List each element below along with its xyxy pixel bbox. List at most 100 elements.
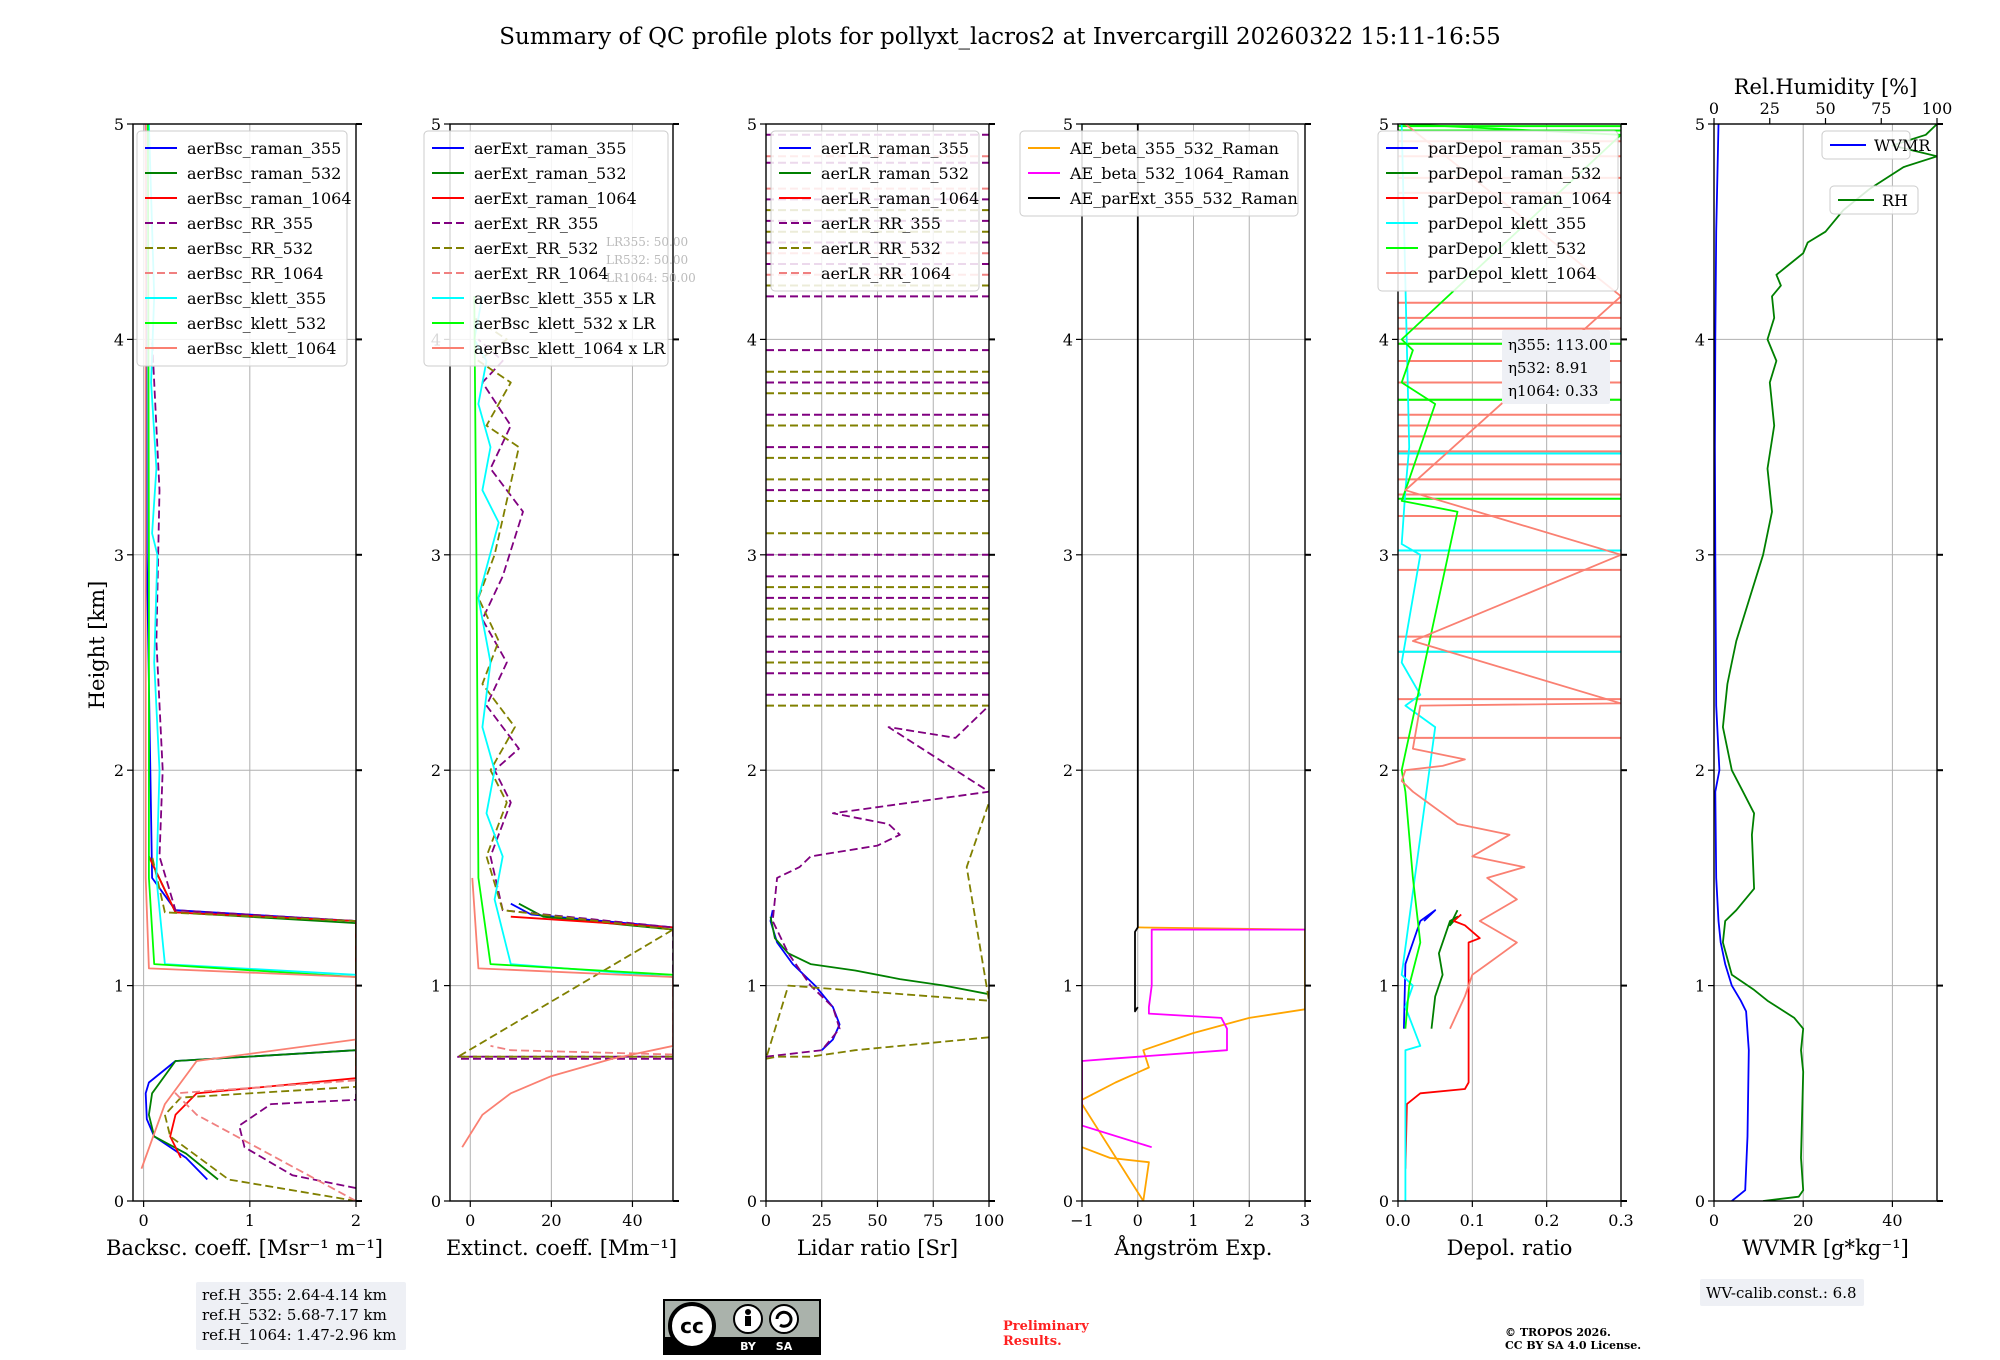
y-tick-label: 5: [1379, 115, 1389, 134]
legend-label: aerBsc_raman_355: [187, 139, 341, 158]
eta-box: [1502, 330, 1610, 404]
legend-label: aerBsc_RR_532: [187, 239, 313, 258]
legend-label: aerExt_RR_532: [474, 239, 598, 258]
plot-area-wv: [1714, 124, 1937, 1201]
legend-label: parDepol_raman_355: [1428, 139, 1601, 158]
legend-label: aerLR_RR_355: [821, 214, 941, 233]
x-tick-label: 40: [622, 1211, 642, 1230]
series-line-AE_beta_355_532_Raman: [1082, 926, 1305, 1201]
legend-label: aerLR_raman_355: [821, 139, 969, 158]
y-tick-label: 0: [114, 1192, 124, 1211]
lr-annotation: LR532: 50.00: [606, 253, 688, 267]
legend-wv: WVMR RH: [1821, 130, 1931, 215]
ref-h-355: ref.H_355: 2.64-4.14 km: [202, 1286, 387, 1304]
panel-lr: 0 25 50 75 100 0 1 2 3 4 5 Lidar ratio [Sr] aerLR_ra…: [747, 115, 1004, 1260]
x-tick-label: 0: [1709, 1211, 1719, 1230]
x-tick-label: 50: [867, 1211, 887, 1230]
x-tick-label: 0.2: [1534, 1211, 1559, 1230]
legend-label: parDepol_klett_532: [1428, 239, 1586, 258]
x-axis-label: Lidar ratio [Sr]: [797, 1236, 958, 1260]
y-tick-label: 2: [114, 761, 124, 780]
legend-label: aerLR_raman_1064: [821, 189, 979, 208]
top-tick-label: 100: [1922, 99, 1953, 118]
series-line-parDepol_klett_532: [1400, 124, 1621, 1029]
x-axis-label: Depol. ratio: [1447, 1236, 1573, 1260]
axes-frame: [1081, 123, 1306, 1202]
x-tick-label: 0.3: [1608, 1211, 1633, 1230]
legend-label: aerExt_raman_1064: [474, 189, 637, 208]
series-line-parDepol_raman_1064: [1404, 913, 1481, 1169]
y-tick-label: 0: [1063, 1192, 1073, 1211]
panel-ext: 02040012345Extinct. coeff. [Mm⁻¹]aerExt_…: [423, 115, 696, 1260]
legend-label: aerBsc_klett_532 x LR: [474, 314, 656, 333]
copyright-line1: © TROPOS 2026.: [1505, 1326, 1611, 1339]
y-tick-label: 3: [1695, 546, 1705, 565]
y-tick-label: 2: [1063, 761, 1073, 780]
panel-depol: 0.0 0.1 0.2 0.3 0 1 2 3 4 5 Depol. ratio parDepol_r…: [1377, 115, 1634, 1260]
series-line-parDepol_raman_532: [1430, 909, 1459, 1029]
series-line-aerBsc_klett_1064 x LR: [461, 877, 673, 1148]
y-tick-label: 3: [1063, 546, 1073, 565]
x-tick-label: 100: [974, 1211, 1005, 1230]
cc-by-label: BY: [740, 1340, 757, 1353]
y-tick-label: 1: [1063, 977, 1073, 996]
series-line-aerBsc_klett_355 x LR: [473, 296, 673, 978]
x-tick-label: 25: [812, 1211, 832, 1230]
legend-label: aerBsc_raman_1064: [187, 189, 352, 208]
series-line-aerLR_RR_532: [766, 802, 989, 1060]
x-tick-label: 3: [1300, 1211, 1310, 1230]
y-tick-label: 2: [431, 761, 441, 780]
y-tick-label: 0: [431, 1192, 441, 1211]
plot-area-ext: [457, 296, 673, 1148]
preliminary-line2: Results.: [1003, 1334, 1062, 1349]
legend-label: aerBsc_klett_355 x LR: [474, 289, 656, 308]
x-tick-label: 0: [1133, 1211, 1143, 1230]
axes-frame: [449, 123, 674, 1202]
x-tick-label: 0: [761, 1211, 771, 1230]
legend-label: aerLR_RR_532: [821, 239, 941, 258]
series-line-aerExt_RR_532: [457, 317, 673, 1058]
top-tick-label: 0: [1709, 99, 1719, 118]
x-tick-label: 0.1: [1460, 1211, 1485, 1230]
wv-calib-text: WV-calib.const.: 6.8: [1706, 1284, 1857, 1302]
legend-label: AE_parExt_355_532_Raman: [1069, 189, 1298, 208]
y-tick-label: 1: [1379, 977, 1389, 996]
x-tick-label: −1: [1070, 1211, 1094, 1230]
legend-label: aerExt_raman_355: [474, 139, 627, 158]
legend-label: aerLR_RR_1064: [821, 264, 951, 283]
top-tick-label: 75: [1871, 99, 1891, 118]
eta-label: η532: 8.91: [1508, 359, 1589, 377]
x-tick-label: 2: [1244, 1211, 1254, 1230]
x-tick-label: 0.0: [1385, 1211, 1410, 1230]
plot-area-depol: [1398, 124, 1621, 1201]
axes-frame: [132, 123, 357, 1202]
axes-frame: [1397, 123, 1622, 1202]
legend-label: parDepol_klett_355: [1428, 214, 1586, 233]
x-tick-label: 0: [139, 1211, 149, 1230]
y-tick-label: 0: [1695, 1192, 1705, 1211]
x-tick-label: 75: [923, 1211, 943, 1230]
legend-bsc: aerBsc_raman_355 aerBsc_raman_532 aerBsc_r…: [136, 130, 352, 367]
series-line-aerBsc_RR_532: [151, 856, 356, 1201]
series-line-aerBsc_raman_1064: [148, 856, 356, 1159]
y-tick-label: 1: [431, 977, 441, 996]
top-tick-label: 25: [1760, 99, 1780, 118]
lr-annotation: LR355: 50.00: [606, 235, 688, 249]
series-line-aerLR_raman_532: [769, 916, 989, 996]
y-tick-label: 5: [431, 115, 441, 134]
legend-label: parDepol_raman_532: [1428, 164, 1601, 183]
top-tick-label: 50: [1815, 99, 1835, 118]
y-tick-label: 3: [114, 546, 124, 565]
y-tick-label: 3: [747, 546, 757, 565]
legend-label: aerExt_RR_355: [474, 214, 598, 233]
series-line-aerBsc_raman_532: [147, 856, 356, 1181]
series-line-parDepol_raman_355: [1403, 909, 1437, 1029]
y-tick-label: 3: [1379, 546, 1389, 565]
lr-annotation: LR1064: 50.00: [606, 271, 696, 285]
series-line-parDepol_klett_1064: [1400, 124, 1621, 1030]
x-axis-label: WVMR [g*kg⁻¹]: [1742, 1236, 1909, 1260]
legend-ext: aerExt_raman_355 aerExt_raman_532 aerExt_r…: [423, 130, 669, 367]
x-tick-label: 20: [1793, 1211, 1813, 1230]
y-tick-label: 5: [114, 115, 124, 134]
series-line-aerBsc_klett_532 x LR: [473, 296, 673, 976]
